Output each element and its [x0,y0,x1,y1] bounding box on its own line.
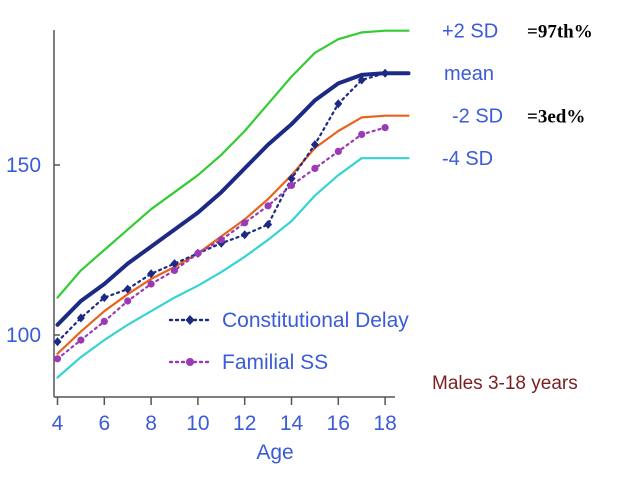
data-point-familial-ss [124,297,132,305]
data-point-familial-ss [170,266,179,274]
data-point-familial-ss [264,202,272,210]
data-point-constitutional-delay [100,293,109,303]
x-ticks: 4 6 8 10 12 14 16 18 [52,397,397,435]
series-line-mean [55,71,411,327]
series-line-2-sd [56,114,410,355]
x-tick-label: 18 [373,412,396,435]
percentile-notes: =97th% =3ed% [527,22,593,128]
data-point-constitutional-delay [334,99,343,109]
data-point-constitutional-delay [123,284,132,294]
data-point-familial-ss [311,164,319,172]
x-tick-label: 16 [327,412,350,435]
legend-label: Constitutional Delay [222,309,409,332]
data-point-familial-ss [287,181,296,189]
percentile-note: =97th% [527,22,593,43]
y-tick-label: 100 [6,324,41,347]
percentile-note: =3ed% [527,107,585,128]
data-point-familial-ss [100,317,108,325]
series-markers [53,68,390,363]
data-point-familial-ss [358,130,366,138]
data-point-constitutional-delay [76,313,85,323]
x-tick-label: 6 [98,412,110,435]
data-point-constitutional-delay [170,259,179,269]
series-line-4-sd [56,157,410,379]
data-point-familial-ss [53,355,62,363]
data-point-constitutional-delay [53,337,62,347]
legend-label: Familial SS [222,351,328,374]
data-point-constitutional-delay [287,174,296,184]
data-point-familial-ss [217,236,225,244]
x-tick-label: 8 [145,412,157,435]
x-tick-label: 4 [52,412,64,435]
series-line-constitutional-delay [56,72,387,343]
y-tick-label: 150 [6,154,41,177]
data-point-constitutional-delay [240,230,249,240]
data-point-constitutional-delay [357,75,366,85]
x-axis-title: Age [256,441,293,464]
data-point-constitutional-delay [264,220,273,229]
series-end-labels: +2 SD mean -2 SD -4 SD [442,21,503,170]
series-label-2-sd: -2 SD [452,106,503,128]
legend-swatch-marker [185,315,195,325]
data-point-constitutional-delay [147,269,156,279]
axes [53,30,395,398]
data-point-familial-ss [77,336,85,344]
x-tick-label: 14 [280,412,304,435]
data-point-constitutional-delay [310,140,319,150]
data-point-familial-ss [194,249,202,257]
series-label-mean: mean [444,63,494,85]
data-point-familial-ss [334,147,342,155]
data-point-familial-ss [147,280,155,288]
data-point-familial-ss [381,124,389,132]
x-tick-label: 12 [233,412,256,435]
series-label-2-sd: +2 SD [442,21,498,43]
series-line-2-sd [56,29,410,299]
data-point-familial-ss [241,219,249,227]
legend: Constitutional Delay Familial SS [168,309,409,374]
legend-swatch-marker [186,358,194,366]
y-ticks: 100 150 [6,154,60,347]
chart-caption: Males 3-18 years [432,373,578,394]
data-point-constitutional-delay [381,68,390,78]
series-label-4-sd: -4 SD [442,148,493,170]
x-tick-label: 10 [186,412,209,435]
